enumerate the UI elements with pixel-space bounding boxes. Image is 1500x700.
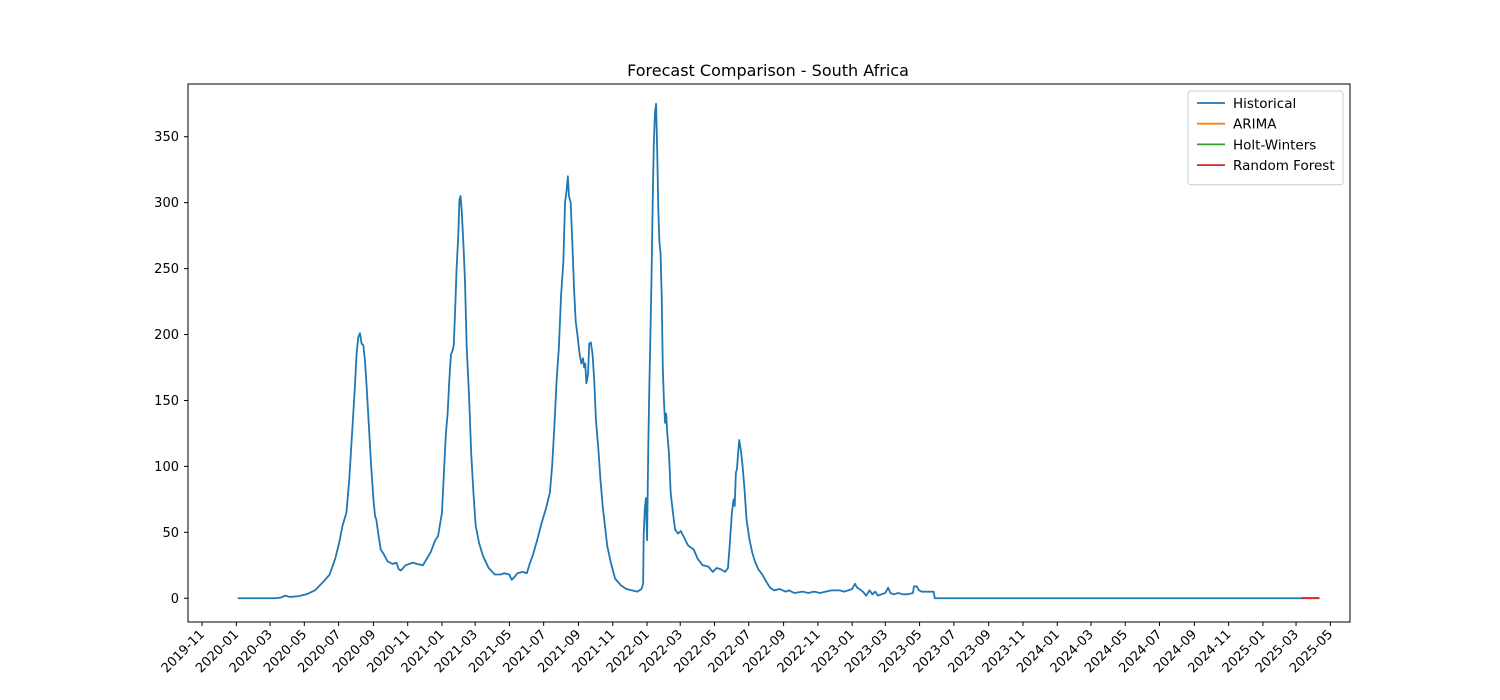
x-axis: 2019-112020-012020-032020-052020-072020-… <box>159 622 1336 676</box>
y-tick-label-3: 150 <box>154 394 179 409</box>
series-line-0 <box>237 102 1303 600</box>
legend-box <box>1187 90 1344 186</box>
legend-label-0: Historical <box>1233 96 1296 112</box>
y-tick-label-7: 350 <box>154 130 179 145</box>
legend: Historical ARIMA Holt-Winters Random Forest <box>1187 90 1344 186</box>
legend-label-1: ARIMA <box>1233 117 1277 133</box>
y-tick-label-4: 200 <box>154 328 179 343</box>
y-tick-label-1: 50 <box>162 526 179 541</box>
legend-label-2: Holt-Winters <box>1233 137 1316 153</box>
y-tick-label-5: 250 <box>154 262 179 277</box>
y-axis: 0 50 100 150 200 250 300 350 <box>154 130 188 607</box>
y-tick-label-6: 300 <box>154 196 179 211</box>
chart-title: Forecast Comparison - South Africa <box>627 61 909 80</box>
plot-series <box>237 102 1320 600</box>
plot-frame <box>187 83 1351 623</box>
legend-label-3: Random Forest <box>1233 158 1335 174</box>
y-tick-label-0: 0 <box>171 592 179 607</box>
y-tick-label-2: 100 <box>154 460 179 475</box>
